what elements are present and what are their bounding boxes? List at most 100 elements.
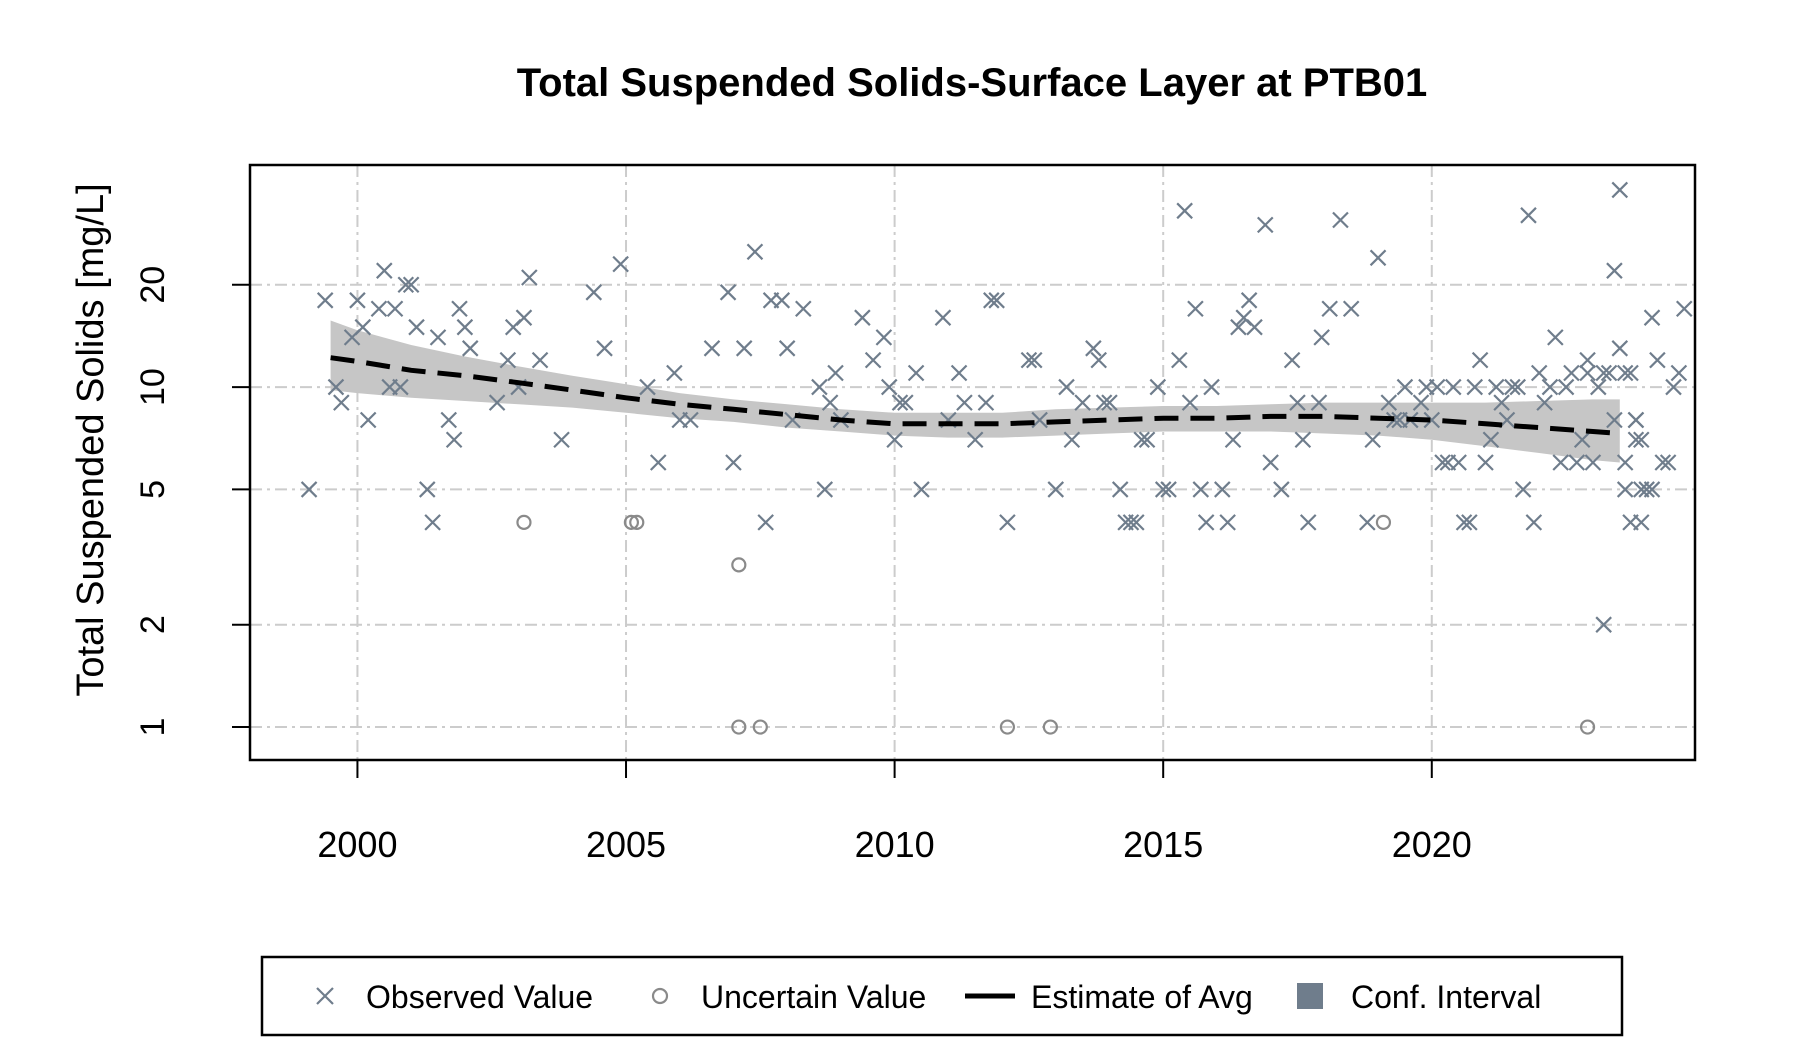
observed-point bbox=[1101, 394, 1118, 411]
observed-point bbox=[1611, 340, 1629, 357]
observed-point bbox=[1181, 394, 1199, 411]
legend-label: Observed Value bbox=[366, 979, 593, 1015]
legend-item: Estimate of Avg bbox=[965, 979, 1253, 1015]
observed-point bbox=[1171, 351, 1188, 369]
uncertain-point bbox=[516, 514, 532, 530]
observed-point bbox=[1547, 329, 1564, 346]
observed-point bbox=[977, 394, 995, 411]
observed-point bbox=[1552, 454, 1569, 471]
observed-point bbox=[585, 284, 603, 301]
observed-point bbox=[1380, 394, 1398, 411]
observed-point bbox=[1643, 481, 1661, 498]
uncertain-point bbox=[1375, 514, 1392, 530]
observed-point bbox=[1187, 300, 1204, 318]
observed-point bbox=[397, 276, 415, 294]
observed-point bbox=[521, 269, 538, 286]
observed-point bbox=[1063, 431, 1081, 449]
observed-point bbox=[682, 411, 699, 429]
observed-point bbox=[1332, 211, 1349, 229]
observed-point bbox=[1654, 454, 1672, 471]
y-tick-label: 2 bbox=[134, 615, 172, 634]
observed-point bbox=[1627, 431, 1645, 449]
observed-point bbox=[1670, 364, 1688, 382]
observed-point bbox=[1364, 431, 1381, 449]
observed-point bbox=[1461, 514, 1478, 531]
observed-point bbox=[1396, 378, 1414, 396]
x-tick-label: 2000 bbox=[317, 824, 397, 865]
legend-label: Estimate of Avg bbox=[1031, 979, 1253, 1015]
observed-point bbox=[461, 340, 479, 357]
observed-point bbox=[1536, 394, 1553, 411]
observed-point bbox=[1487, 378, 1505, 396]
observed-point bbox=[1111, 481, 1129, 498]
observed-point bbox=[1192, 481, 1210, 498]
observed-point bbox=[359, 411, 377, 429]
observed-point bbox=[778, 340, 796, 357]
observed-point bbox=[1412, 394, 1430, 411]
observed-point bbox=[488, 394, 506, 411]
observed-point bbox=[1138, 431, 1156, 449]
observed-point bbox=[795, 300, 812, 318]
observed-point bbox=[1557, 378, 1575, 396]
estimate-of-average-line bbox=[330, 355, 1620, 436]
observed-point bbox=[370, 300, 388, 318]
y-tick-label: 20 bbox=[134, 266, 172, 304]
observed-point bbox=[913, 481, 930, 498]
observed-point bbox=[886, 431, 903, 449]
observed-point bbox=[1444, 378, 1462, 396]
observed-point bbox=[386, 300, 404, 318]
observed-point bbox=[1219, 514, 1236, 531]
observed-point bbox=[596, 340, 613, 357]
observed-point bbox=[1606, 411, 1623, 429]
observed-point bbox=[1477, 454, 1494, 471]
uncertain-point bbox=[623, 514, 639, 530]
observed-point bbox=[1423, 411, 1441, 429]
plot-frame bbox=[248, 163, 1697, 762]
x-tick-label: 2010 bbox=[855, 824, 935, 865]
observed-point bbox=[1074, 394, 1091, 411]
observed-point bbox=[907, 364, 925, 382]
observed-point bbox=[891, 394, 909, 411]
observed-point bbox=[827, 364, 844, 382]
observed-point bbox=[1633, 514, 1650, 531]
observed-point bbox=[1579, 351, 1596, 369]
observed-point bbox=[1643, 309, 1661, 326]
observed-point bbox=[1665, 378, 1682, 396]
legend-item: Observed Value bbox=[316, 979, 593, 1015]
observed-point bbox=[1541, 378, 1559, 396]
observed-point bbox=[1455, 514, 1473, 531]
observed-point bbox=[666, 364, 683, 382]
observed-point bbox=[1246, 318, 1263, 336]
observed-point bbox=[1600, 364, 1618, 382]
observed-point bbox=[1090, 351, 1108, 369]
observed-point bbox=[1493, 394, 1510, 411]
observed-point bbox=[392, 378, 409, 396]
observed-point bbox=[1085, 340, 1102, 357]
observed-point bbox=[376, 262, 393, 279]
observed-point bbox=[1525, 514, 1543, 531]
observed-point bbox=[1369, 249, 1387, 267]
uncertain-point bbox=[1042, 719, 1058, 735]
observed-point bbox=[424, 514, 441, 531]
observed-point bbox=[316, 292, 334, 309]
data-point-layer bbox=[300, 181, 1693, 735]
observed-point bbox=[1638, 481, 1655, 498]
uncertain-point bbox=[1579, 719, 1596, 735]
observed-point bbox=[1058, 378, 1075, 396]
observed-point bbox=[1584, 454, 1602, 471]
observed-point bbox=[327, 378, 345, 396]
observed-point bbox=[1434, 454, 1451, 471]
observed-point bbox=[402, 276, 420, 294]
observed-point bbox=[300, 481, 318, 498]
y-axis-label: Total Suspended Solids [mg/L] bbox=[70, 183, 112, 696]
observed-point bbox=[1595, 616, 1612, 633]
observed-point bbox=[1321, 300, 1338, 318]
observed-point bbox=[451, 300, 468, 318]
observed-point bbox=[1622, 364, 1639, 382]
observed-point bbox=[1520, 207, 1537, 224]
observed-point bbox=[1203, 378, 1220, 396]
observed-point bbox=[1154, 481, 1172, 498]
observed-point bbox=[1149, 378, 1167, 396]
observed-point bbox=[1359, 514, 1376, 531]
observed-point bbox=[956, 394, 973, 411]
